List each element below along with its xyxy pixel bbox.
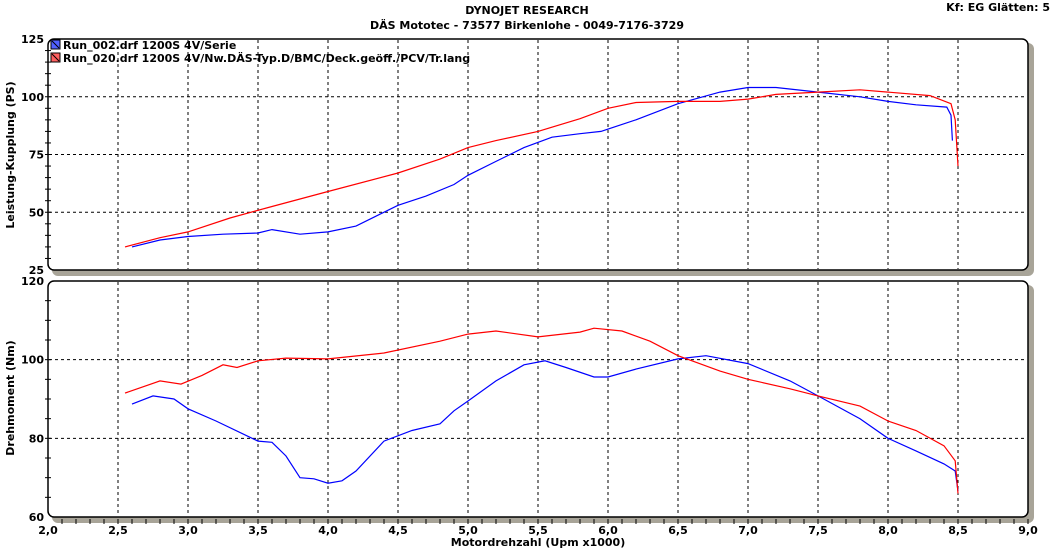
x-tick-label: 8,0	[878, 524, 898, 537]
x-tick-label: 2,0	[38, 524, 58, 537]
x-tick-label: 3,5	[248, 524, 268, 537]
x-tick-label: 3,0	[178, 524, 198, 537]
x-tick-label: 8,5	[948, 524, 968, 537]
series-line-run2	[124, 327, 959, 494]
x-axis-label: Motordrehzahl (Upm x1000)	[451, 536, 625, 549]
y-tick-label: 100	[21, 91, 44, 104]
x-tick-label: 9,0	[1018, 524, 1038, 537]
y-tick-label: 120	[21, 275, 44, 288]
y-tick-label: 75	[29, 149, 44, 162]
legend: Run_002.drf 1200S 4V/Serie Run_020.drf 1…	[50, 39, 470, 65]
y-axis-label-torque: Drehmoment (Nm)	[4, 340, 17, 455]
x-tick-label: 4,0	[318, 524, 338, 537]
series-line-run1	[131, 355, 959, 492]
y-tick-label: 100	[21, 354, 44, 367]
chart-subtitle: DÄS Mototec - 73577 Birkenlohe - 0049-71…	[370, 18, 684, 32]
y-tick-label: 125	[21, 33, 44, 46]
y-axis-label-power: Leistung-Kupplung (PS)	[4, 81, 17, 228]
x-tick-label: 5,5	[528, 524, 548, 537]
x-tick-label: 7,5	[808, 524, 828, 537]
settings-label: Kf: EG Glätten: 5	[946, 1, 1050, 14]
legend-label-run1: Run_002.drf 1200S 4V/Serie	[63, 39, 236, 52]
chart-title: DYNOJET RESEARCH	[465, 4, 588, 17]
x-tick-label: 7,0	[738, 524, 758, 537]
x-tick-label: 2,5	[108, 524, 128, 537]
x-tick-label: 6,0	[598, 524, 618, 537]
x-tick-label: 4,5	[388, 524, 408, 537]
legend-label-run2: Run_020.drf 1200S 4V/Nw.DÄS-Typ.D/BMC/De…	[63, 51, 470, 65]
x-tick-label: 6,5	[668, 524, 688, 537]
torque-panel: 120 100 80 602,0 2,5 3,0 3,5 4,0 4,5 5,0 5,5 6,0 6,5…	[21, 275, 1038, 537]
x-tick-label: 5,0	[458, 524, 478, 537]
series-line-run2	[124, 89, 959, 248]
series-line-run1	[131, 86, 953, 248]
y-tick-label: 60	[29, 511, 45, 524]
y-tick-label: 25	[29, 264, 44, 277]
y-tick-label: 50	[29, 206, 45, 219]
y-tick-label: 80	[29, 432, 45, 445]
power-panel: 125 100 75 50 25	[21, 33, 1034, 277]
